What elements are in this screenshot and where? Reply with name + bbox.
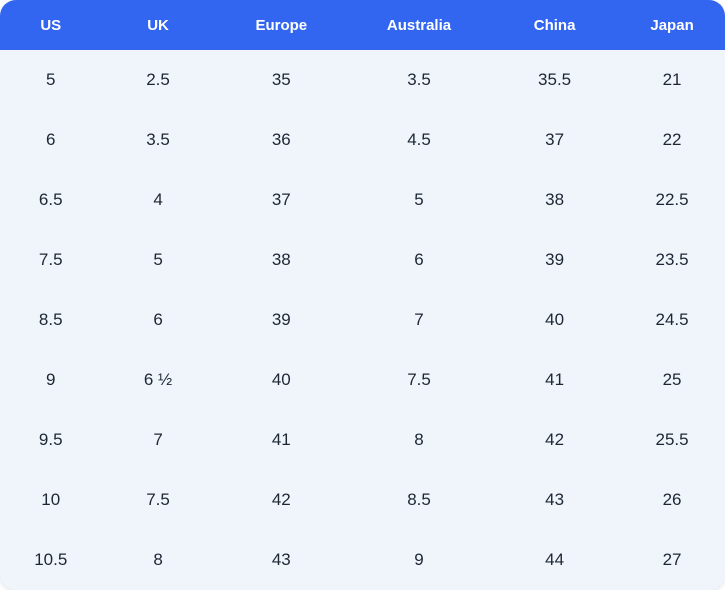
table-body: 5 2.5 35 3.5 35.5 21 6 3.5 36 4.5 37 22 6.5 4 37 5 38 22.… bbox=[0, 50, 725, 590]
table-cell: 24.5 bbox=[655, 310, 689, 329]
table-cell: 5 bbox=[153, 250, 163, 269]
table-cell: 6 ½ bbox=[143, 370, 173, 389]
table-cell: 7.5 bbox=[407, 370, 431, 389]
table-cell: 2.5 bbox=[146, 70, 170, 89]
table-cell: 23.5 bbox=[655, 250, 689, 269]
column-header-japan: Japan bbox=[650, 16, 694, 34]
table-cell: 8.5 bbox=[38, 310, 63, 329]
table-cell: 5 bbox=[414, 190, 424, 209]
table-cell: 44 bbox=[545, 550, 565, 569]
table-cell: 41 bbox=[545, 370, 565, 389]
table-cell: 35.5 bbox=[538, 70, 572, 89]
table-row: 9 6 ½ 40 7.5 41 25 bbox=[0, 350, 725, 410]
table-cell: 39 bbox=[545, 250, 565, 269]
table-cell: 6 bbox=[153, 310, 163, 329]
table-cell: 3.5 bbox=[407, 70, 431, 89]
table-cell: 10 bbox=[41, 490, 61, 509]
table-cell: 6 bbox=[46, 130, 56, 149]
table-row: 8.5 6 39 7 40 24.5 bbox=[0, 290, 725, 350]
table-cell: 40 bbox=[545, 310, 565, 329]
table-row: 10 7.5 42 8.5 43 26 bbox=[0, 470, 725, 530]
table-cell: 4 bbox=[153, 190, 163, 209]
table-row: 6.5 4 37 5 38 22.5 bbox=[0, 170, 725, 230]
table-cell: 10.5 bbox=[34, 550, 68, 569]
table-cell: 22 bbox=[662, 130, 682, 149]
table-cell: 36 bbox=[271, 130, 291, 149]
table-cell: 35 bbox=[271, 70, 291, 89]
table-cell: 7.5 bbox=[146, 490, 170, 509]
table-cell: 37 bbox=[545, 130, 565, 149]
table-cell: 38 bbox=[545, 190, 565, 209]
column-header-us: US bbox=[40, 16, 62, 34]
column-header-europe: Europe bbox=[255, 16, 308, 34]
table-cell: 25 bbox=[662, 370, 682, 389]
column-header-australia: Australia bbox=[386, 16, 452, 34]
table-cell: 9.5 bbox=[38, 430, 63, 449]
table-cell: 8 bbox=[414, 430, 424, 449]
table-cell: 9 bbox=[46, 370, 56, 389]
table-cell: 7 bbox=[414, 310, 424, 329]
table-row: 10.5 8 43 9 44 27 bbox=[0, 530, 725, 590]
table-cell: 27 bbox=[662, 550, 682, 569]
table-cell: 38 bbox=[271, 250, 291, 269]
table-cell: 25.5 bbox=[655, 430, 689, 449]
table-cell: 42 bbox=[545, 430, 565, 449]
table-cell: 22.5 bbox=[655, 190, 689, 209]
table-cell: 7.5 bbox=[38, 250, 63, 269]
table-row: 9.5 7 41 8 42 25.5 bbox=[0, 410, 725, 470]
table-row: 7.5 5 38 6 39 23.5 bbox=[0, 230, 725, 290]
table-cell: 39 bbox=[271, 310, 291, 329]
table-cell: 37 bbox=[271, 190, 291, 209]
table-cell: 42 bbox=[271, 490, 291, 509]
table-cell: 7 bbox=[153, 430, 163, 449]
table-cell: 5 bbox=[46, 70, 56, 89]
table-row: 5 2.5 35 3.5 35.5 21 bbox=[0, 50, 725, 110]
table-cell: 6.5 bbox=[38, 190, 63, 209]
column-header-uk: UK bbox=[147, 16, 169, 34]
table-cell: 8.5 bbox=[407, 490, 431, 509]
table-cell: 9 bbox=[414, 550, 424, 569]
column-header-china: China bbox=[533, 16, 576, 34]
table-cell: 4.5 bbox=[407, 130, 431, 149]
table-cell: 26 bbox=[662, 490, 682, 509]
table-header-row: US UK Europe Australia China Japan bbox=[0, 0, 725, 50]
table-cell: 43 bbox=[545, 490, 565, 509]
table-cell: 41 bbox=[271, 430, 291, 449]
table-cell: 40 bbox=[271, 370, 291, 389]
table-cell: 6 bbox=[414, 250, 424, 269]
table-row: 6 3.5 36 4.5 37 22 bbox=[0, 110, 725, 170]
table-cell: 21 bbox=[662, 70, 682, 89]
table-cell: 3.5 bbox=[146, 130, 170, 149]
table-cell: 43 bbox=[271, 550, 291, 569]
table-cell: 8 bbox=[153, 550, 163, 569]
